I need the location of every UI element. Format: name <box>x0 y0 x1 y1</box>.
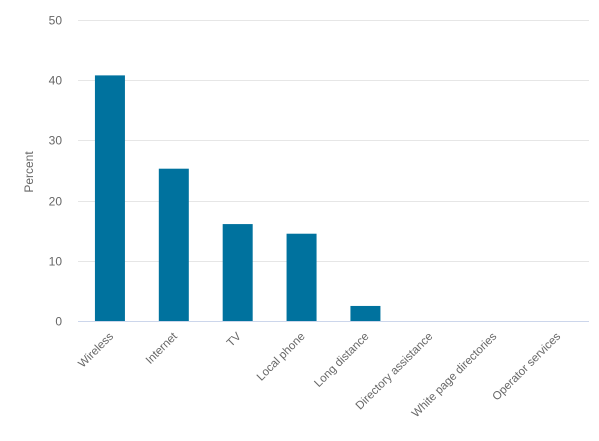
y-axis-label: Percent <box>22 151 36 193</box>
x-tick-label: Internet <box>144 330 181 367</box>
bar-long-distance <box>350 305 381 321</box>
y-tick-label: 50 <box>49 14 63 28</box>
x-tick-label: TV <box>225 330 244 349</box>
x-tick-label: Wireless <box>76 330 116 370</box>
bar-tv <box>222 224 253 321</box>
x-tick-label: Operator services <box>491 330 564 403</box>
x-tick-label: Long distance <box>312 331 371 390</box>
y-tick-label: 30 <box>49 134 63 148</box>
bar-local-phone <box>286 233 317 321</box>
gridlines <box>78 20 589 262</box>
y-tick-label: 20 <box>49 195 63 209</box>
y-axis-ticks: 0 10 20 30 40 50 <box>49 14 63 329</box>
bars <box>94 75 381 321</box>
x-tick-label: Local phone <box>255 331 308 384</box>
bar-wireless <box>94 75 125 321</box>
y-tick-label: 40 <box>49 74 63 88</box>
y-tick-label: 10 <box>49 255 63 269</box>
x-axis-ticks: Wireless Internet TV Local phone Long distan… <box>76 330 563 420</box>
y-tick-label: 0 <box>55 315 62 329</box>
bar-internet <box>158 168 189 321</box>
